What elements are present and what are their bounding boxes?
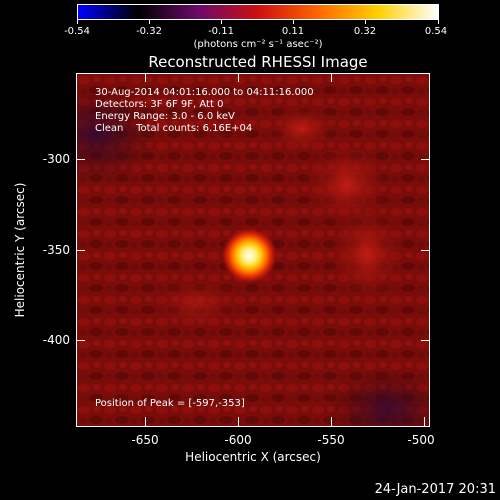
colorbar <box>77 4 439 20</box>
colorbar-tick <box>365 20 366 24</box>
emission-blob <box>267 104 337 154</box>
colorbar-tick <box>293 20 294 24</box>
emission-blob <box>147 274 247 334</box>
colorbar-tick-label: -0.11 <box>208 26 234 37</box>
x-tick-label: -550 <box>317 433 345 447</box>
emission-blob <box>327 204 407 304</box>
dark-region <box>77 84 157 184</box>
info-line-date: 30-Aug-2014 04:01:16.000 to 04:11:16.000 <box>95 87 314 98</box>
peak-position-label: Position of Peak = [-597,-353] <box>95 398 245 409</box>
info-line-counts: Clean Total counts: 6.16E+04 <box>95 123 253 134</box>
image-plot: 30-Aug-2014 04:01:16.000 to 04:11:16.000… <box>76 73 430 427</box>
colorbar-tick-label: 0.11 <box>281 26 305 37</box>
colorbar-tick-label: -0.32 <box>136 26 162 37</box>
info-line-energy: Energy Range: 3.0 - 6.0 keV <box>95 111 235 122</box>
colorbar-tick-label: 0.54 <box>424 26 448 37</box>
y-tick-label: -300 <box>42 152 70 166</box>
colorbar-unit-label: (photons cm⁻² s⁻¹ asec⁻²) <box>193 39 323 50</box>
info-line-detectors: Detectors: 3F 6F 9F, Att 0 <box>95 99 224 110</box>
colorbar-ticks: -0.54 -0.32 -0.11 0.11 0.32 0.54 <box>0 0 500 40</box>
colorbar-tick-label: 0.32 <box>353 26 377 37</box>
image-canvas <box>77 74 429 426</box>
y-tick-label: -350 <box>42 243 70 257</box>
colorbar-tick-label: -0.54 <box>64 26 90 37</box>
colorbar-tick <box>438 20 439 24</box>
plot-timestamp: 24-Jan-2017 20:31 <box>374 482 496 497</box>
x-axis-label: Heliocentric X (arcsec) <box>185 450 321 464</box>
dark-region <box>327 369 429 426</box>
x-tick-label: -650 <box>131 433 159 447</box>
y-axis-label: Heliocentric Y (arcsec) <box>13 182 27 318</box>
y-tick-label: -400 <box>42 333 70 347</box>
colorbar-tick <box>149 20 150 24</box>
colorbar-tick <box>221 20 222 24</box>
plot-title: Reconstructed RHESSI Image <box>148 53 368 71</box>
x-tick-label: -500 <box>407 433 435 447</box>
colorbar-tick <box>77 20 78 24</box>
x-tick-label: -600 <box>224 433 252 447</box>
peak-source <box>221 227 278 284</box>
